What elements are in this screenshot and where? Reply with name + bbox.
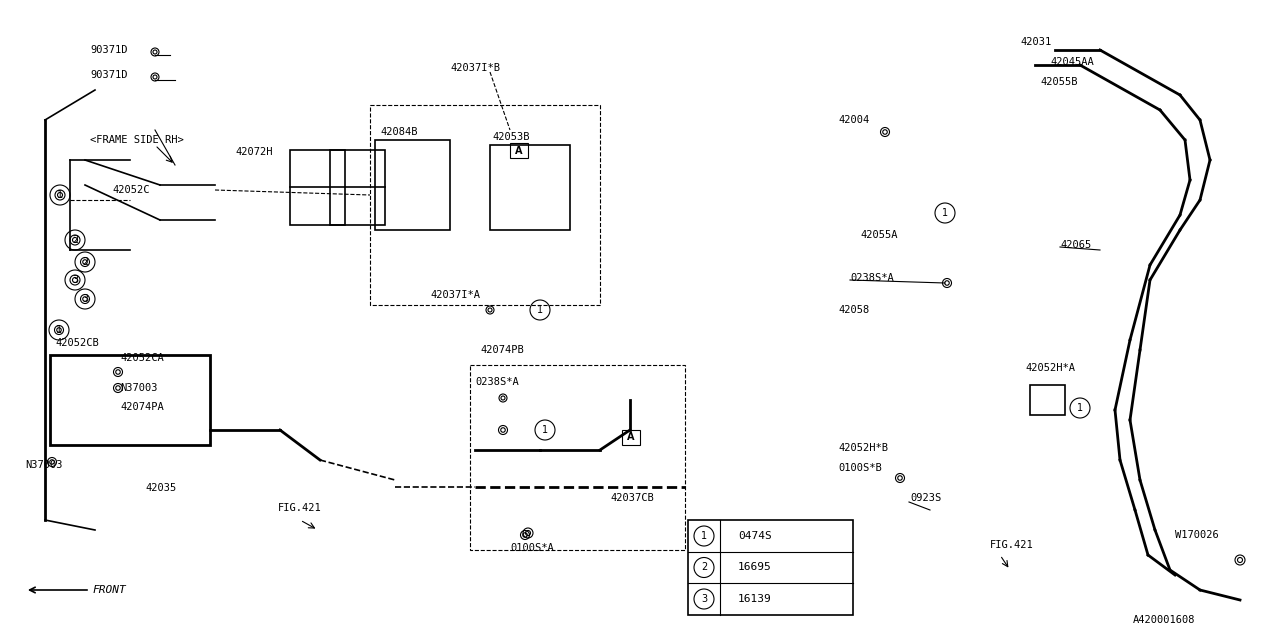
Text: 0474S: 0474S: [739, 531, 772, 541]
Text: 1: 1: [1076, 403, 1083, 413]
Text: W170026: W170026: [1175, 530, 1219, 540]
Text: 42035: 42035: [145, 483, 177, 493]
Text: 42045AA: 42045AA: [1050, 57, 1093, 67]
Bar: [470, 365, 685, 550]
Text: FIG.421: FIG.421: [989, 540, 1034, 550]
Text: 42052CB: 42052CB: [55, 338, 99, 348]
Text: 0238S*A: 0238S*A: [850, 273, 893, 283]
Bar: [375, 140, 451, 230]
Text: 1: 1: [56, 325, 61, 335]
Text: 42052C: 42052C: [113, 185, 150, 195]
Bar: [490, 145, 570, 230]
Text: 0100S*B: 0100S*B: [838, 463, 882, 473]
Text: 1: 1: [536, 305, 543, 315]
Text: A: A: [627, 432, 635, 442]
Bar: [1030, 385, 1065, 415]
Text: 2: 2: [701, 563, 707, 573]
Text: A: A: [516, 146, 522, 156]
Text: 1: 1: [56, 190, 63, 200]
Text: 42072H: 42072H: [236, 147, 273, 157]
Text: 42074PA: 42074PA: [120, 402, 164, 412]
Bar: [330, 150, 385, 225]
Bar: [509, 143, 529, 158]
Bar: [689, 520, 852, 615]
Text: <FRAME SIDE RH>: <FRAME SIDE RH>: [90, 135, 184, 145]
Text: 0923S: 0923S: [910, 493, 941, 503]
Text: FRONT: FRONT: [92, 585, 125, 595]
Text: N37003: N37003: [120, 383, 157, 393]
Text: 42031: 42031: [1020, 37, 1051, 47]
Text: 42055A: 42055A: [860, 230, 897, 240]
Text: 1: 1: [541, 425, 548, 435]
Text: 1: 1: [942, 208, 948, 218]
Text: 16139: 16139: [739, 594, 772, 604]
Text: 42053B: 42053B: [492, 132, 530, 142]
Text: 3: 3: [82, 294, 88, 304]
Bar: [370, 105, 600, 305]
Text: 2: 2: [82, 257, 88, 267]
Text: 42058: 42058: [838, 305, 869, 315]
Text: 90371D: 90371D: [90, 70, 128, 80]
Text: 42037I*B: 42037I*B: [451, 63, 500, 73]
Text: FIG.421: FIG.421: [278, 503, 321, 513]
Text: 1: 1: [701, 531, 707, 541]
Text: 42052H*A: 42052H*A: [1025, 363, 1075, 373]
Text: 42052CA: 42052CA: [120, 353, 164, 363]
Text: 42004: 42004: [838, 115, 869, 125]
Text: 42074PB: 42074PB: [480, 345, 524, 355]
Text: 3: 3: [72, 275, 78, 285]
Text: 42052H*B: 42052H*B: [838, 443, 888, 453]
Text: N37003: N37003: [26, 460, 63, 470]
Bar: [622, 430, 640, 445]
Text: 90371D: 90371D: [90, 45, 128, 55]
Text: 2: 2: [72, 235, 78, 245]
Text: 42084B: 42084B: [380, 127, 417, 137]
Text: 3: 3: [701, 594, 707, 604]
Text: 42037I*A: 42037I*A: [430, 290, 480, 300]
Text: 0238S*A: 0238S*A: [475, 377, 518, 387]
Text: 0100S*A: 0100S*A: [509, 543, 554, 553]
Bar: [291, 150, 346, 225]
Text: 16695: 16695: [739, 563, 772, 573]
Bar: [50, 355, 210, 445]
Text: 42065: 42065: [1060, 240, 1092, 250]
Text: A420001608: A420001608: [1133, 615, 1196, 625]
Text: 42055B: 42055B: [1039, 77, 1078, 87]
Text: 42037CB: 42037CB: [611, 493, 654, 503]
